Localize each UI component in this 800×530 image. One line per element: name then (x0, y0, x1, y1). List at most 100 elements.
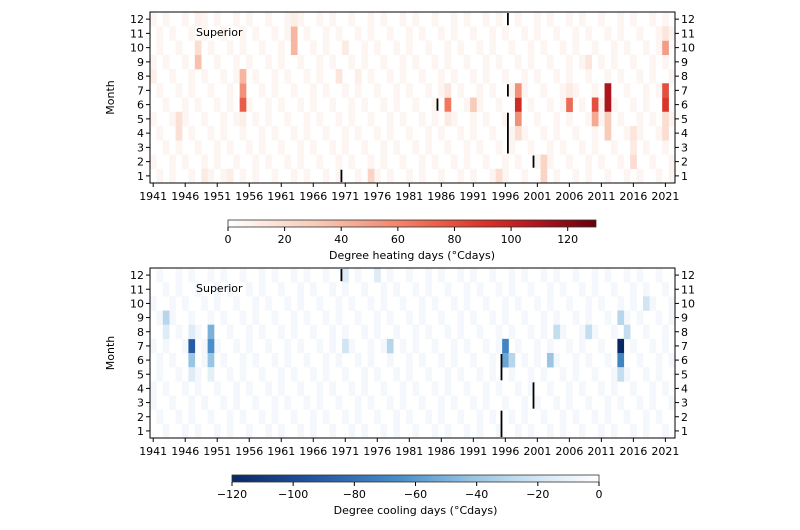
heatmap-cell-faint (630, 381, 637, 396)
heatmap-cell-faint (322, 367, 330, 382)
heatmap-cell-faint (502, 168, 509, 184)
heatmap-cell-faint (662, 324, 669, 340)
heatmap-cell-faint (233, 296, 240, 311)
heatmap-cell (585, 54, 593, 70)
heatmap-cell-faint (182, 381, 189, 396)
heatmap-cell-faint (182, 111, 189, 127)
y-tick-label-left: 3 (137, 141, 144, 154)
y-tick-label-left: 11 (130, 27, 144, 40)
heatmap-cell-faint (342, 409, 349, 425)
heatmap-cell-faint (322, 268, 330, 283)
heatmap-cell-faint (188, 69, 196, 84)
heatmap-cell-faint (482, 395, 490, 410)
heatmap-cell-faint (239, 310, 247, 325)
heatmap-cell-faint (610, 381, 618, 396)
heatmap-cell-faint (316, 381, 324, 396)
heatmap-cell-faint (463, 381, 471, 396)
heatmap-cell-faint (258, 367, 266, 382)
heatmap-cell-faint (572, 310, 580, 325)
heatmap-cell-faint (354, 126, 362, 141)
heatmap-cell-faint (585, 310, 593, 325)
y-tick-label-left: 8 (137, 326, 144, 339)
heatmap-cell-faint (169, 310, 176, 325)
heatmap-cell-faint (316, 395, 324, 410)
colorbar-tick-label: 120 (557, 233, 578, 246)
heatmap-cell-faint (252, 395, 260, 410)
heatmap-cell-faint (290, 168, 298, 184)
heatmap-cell-faint (495, 324, 503, 340)
y-tick-label-right: 9 (681, 312, 688, 325)
x-tick-label: 1986 (427, 190, 455, 203)
x-tick-label: 2016 (619, 190, 647, 203)
heatmap-cell-faint (393, 367, 400, 382)
heatmap-cell-faint (239, 409, 247, 425)
heatmap-cell-faint (226, 282, 234, 297)
heatmap-cell-faint (655, 126, 663, 141)
heatmap-cell-faint (182, 154, 189, 170)
colorbar-tick-label: 20 (278, 233, 292, 246)
heatmap-cell-faint (623, 168, 631, 184)
y-tick-label-left: 6 (137, 99, 144, 112)
heatmap-cell-faint (457, 409, 465, 425)
heatmap-cell-faint (534, 26, 541, 41)
heatmap-cell-faint (489, 168, 497, 184)
heatmap-cell-faint (348, 423, 356, 439)
heatmap-cell-faint (540, 40, 548, 56)
heatmap-cell-faint (630, 338, 637, 354)
lake-annotation: Superior (196, 282, 243, 295)
heatmap-cell-faint (630, 97, 637, 113)
heatmap-cell-faint (342, 367, 349, 382)
y-tick-label-left: 9 (137, 56, 144, 69)
heatmap-cell-faint (169, 353, 176, 368)
heatmap-cell-faint (399, 395, 407, 410)
heatmap-cell-faint (162, 423, 170, 439)
x-tick-label: 1956 (235, 445, 263, 458)
heatmap-cell-faint (540, 324, 548, 340)
heatmap-cell-faint (386, 268, 394, 283)
heatmap-cell-faint (278, 54, 285, 70)
heatmap-cell-faint (636, 168, 644, 184)
heatmap-cell (540, 168, 548, 184)
heatmap-cell-faint (265, 296, 272, 311)
heatmap-cell-faint (175, 324, 183, 340)
heatmap-cell-faint (598, 97, 605, 113)
heatmap-cell-faint (374, 40, 381, 56)
heatmap-cell-faint (450, 395, 458, 410)
heatmap-cell-faint (514, 423, 522, 439)
heatmap-cell-faint (175, 83, 183, 98)
heatmap-cell-faint (252, 26, 260, 41)
heatmap-cell-faint (335, 296, 343, 311)
heatmap-cell-faint (265, 97, 272, 113)
heatmap-cell (207, 338, 215, 354)
heatmap-cell-faint (457, 126, 465, 141)
heatmap-cell-faint (642, 367, 650, 382)
heatmap-cell-faint (386, 353, 394, 368)
heatmap-cell-faint (572, 367, 580, 382)
heatmap-cell-faint (444, 324, 452, 340)
heatmap-cell-faint (470, 310, 477, 325)
heatmap-cell-faint (598, 111, 605, 127)
heatmap-cell-faint (668, 353, 676, 368)
heatmap-cell-faint (214, 97, 221, 113)
x-tick-label: 1991 (459, 445, 487, 458)
colorbar (227, 219, 597, 228)
heatmap-cell (495, 168, 503, 184)
heatmap-cell-faint (220, 26, 228, 41)
heatmap-cell-faint (265, 381, 272, 396)
heatmap-cell-faint (604, 26, 612, 41)
heatmap-cell-faint (617, 395, 625, 410)
heatmap-cell-faint (649, 395, 657, 410)
heatmap-cell-faint (265, 423, 272, 439)
heatmap-cell-faint (514, 54, 522, 70)
heatmap-cell-faint (367, 26, 375, 41)
heatmap-cell-faint (655, 353, 663, 368)
heatmap-cell-faint (335, 168, 343, 184)
heatmap-cell-faint (316, 12, 324, 27)
heatmap-cell-faint (406, 310, 413, 325)
heatmap-cell-faint (649, 381, 657, 396)
heatmap-cell-faint (194, 97, 202, 113)
colorbar-label: Degree cooling days (°Cdays) (334, 504, 498, 517)
heatmap-cell-faint (156, 83, 164, 98)
heatmap-cell-faint (444, 367, 452, 382)
heatmap-cell-faint (226, 83, 234, 98)
